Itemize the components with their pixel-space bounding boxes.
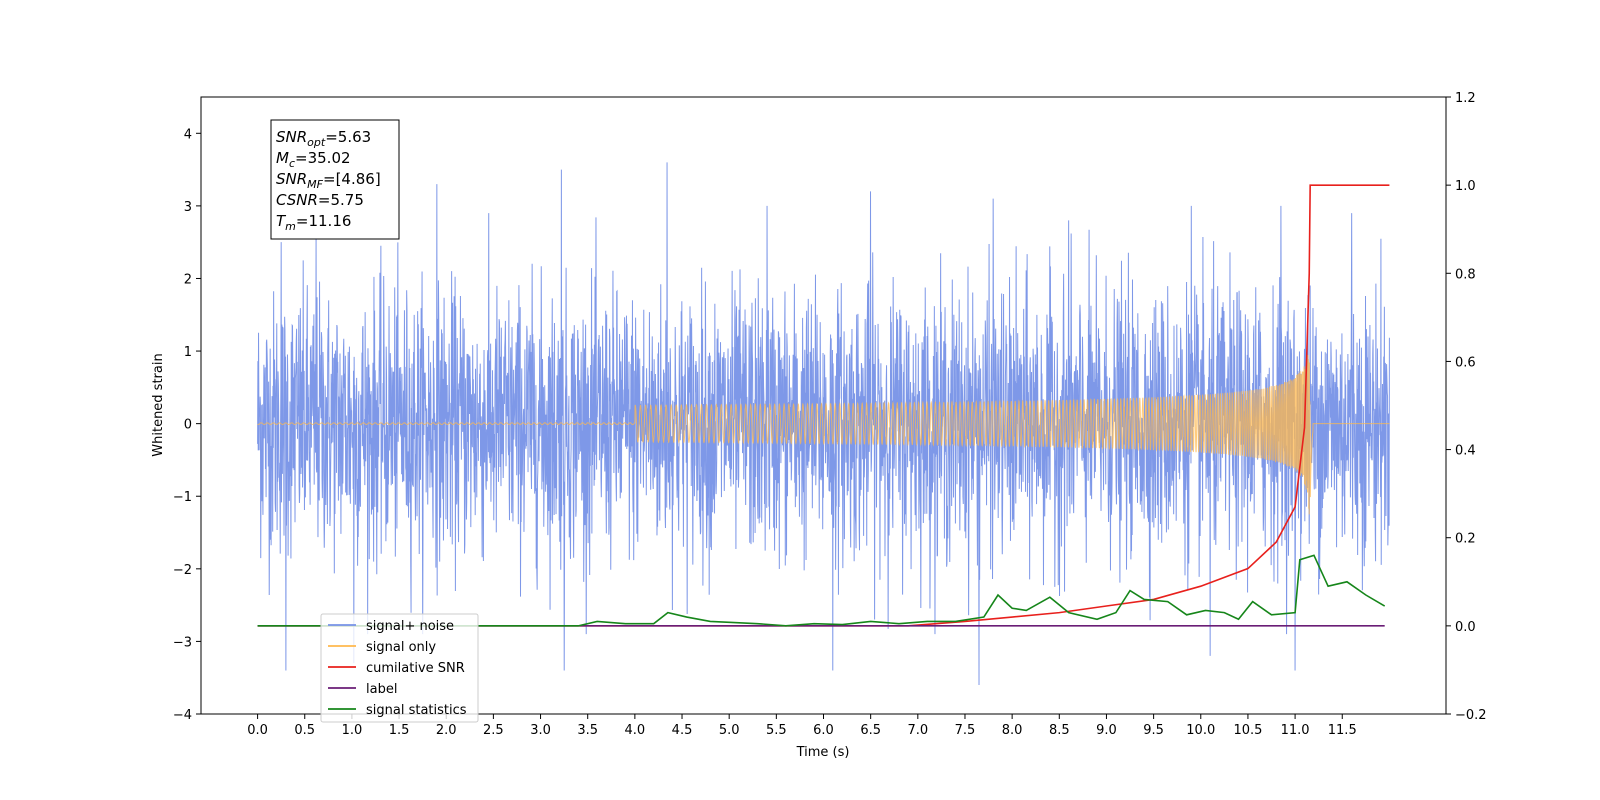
y-tick-label: 4	[184, 127, 192, 142]
y2-tick-label: −0.2	[1455, 708, 1487, 723]
annotation-line: Tm=11.16	[276, 212, 351, 233]
x-tick-label: 4.5	[672, 723, 693, 738]
y-tick-label: 1	[184, 345, 192, 360]
x-tick-label: 11.0	[1281, 723, 1310, 738]
series-signal-noise-line	[257, 162, 1390, 685]
x-tick-label: 4.0	[625, 723, 646, 738]
x-tick-label: 5.0	[719, 723, 740, 738]
metrics-annotation: SNRopt=5.63Mc=35.02SNRMF=[4.86]CSNR=5.75…	[270, 119, 400, 240]
y2-tick-label: 0.8	[1455, 267, 1476, 282]
legend-label: label	[366, 682, 397, 697]
x-tick-label: 1.5	[389, 723, 410, 738]
series-cumulative-snr-line	[257, 184, 1390, 627]
y2-tick-label: 0.0	[1455, 620, 1476, 635]
x-tick-label: 3.0	[530, 723, 551, 738]
x-tick-label: 3.5	[577, 723, 598, 738]
x-tick-label: 0.0	[247, 723, 268, 738]
y2-tick-label: 1.2	[1455, 91, 1476, 106]
x-axis-label: Time (s)	[796, 745, 850, 760]
x-tick-label: 7.5	[955, 723, 976, 738]
x-tick-label: 9.5	[1143, 723, 1164, 738]
x-tick-label: 8.5	[1049, 723, 1070, 738]
y-axis-label: Whitened strain	[151, 353, 166, 456]
x-tick-label: 10.0	[1186, 723, 1215, 738]
y-tick-label: −2	[173, 563, 192, 578]
annotation-frame	[270, 119, 400, 240]
series-signal-statistics-line	[257, 554, 1386, 627]
annotation-line: Mc=35.02	[276, 149, 351, 170]
x-tick-label: 6.5	[860, 723, 881, 738]
x-tick-label: 5.5	[766, 723, 787, 738]
legend-label: signal statistics	[366, 703, 467, 718]
series-signal-only-line	[257, 355, 1390, 515]
x-tick-label: 2.0	[436, 723, 457, 738]
y-tick-label: 3	[184, 200, 192, 215]
legend-label: cumilative SNR	[366, 661, 465, 676]
legend-frame	[320, 613, 479, 723]
y2-tick-label: 1.0	[1455, 179, 1476, 194]
annotation-line: SNRMF=[4.86]	[276, 170, 381, 191]
y2-tick-label: 0.4	[1455, 444, 1476, 459]
annotation-line: SNRopt=5.63	[276, 128, 371, 149]
y-tick-label: −1	[173, 490, 192, 505]
x-tick-label: 2.5	[483, 723, 504, 738]
x-tick-label: 7.0	[907, 723, 928, 738]
y2-tick-label: 0.2	[1455, 532, 1476, 547]
y2-tick-label: 0.6	[1455, 355, 1476, 370]
x-tick-label: 0.5	[294, 723, 315, 738]
legend: signal+ noise signal only cumilative SNR la…	[320, 613, 479, 723]
y-tick-label: 0	[184, 418, 192, 433]
x-tick-label: 11.5	[1328, 723, 1357, 738]
y-tick-label: −3	[173, 635, 192, 650]
x-tick-label: 9.0	[1096, 723, 1117, 738]
y-tick-label: 2	[184, 272, 192, 287]
x-tick-label: 6.0	[813, 723, 834, 738]
legend-label: signal+ noise	[366, 619, 454, 634]
x-tick-label: 10.5	[1233, 723, 1262, 738]
x-tick-label: 8.0	[1002, 723, 1023, 738]
x-tick-label: 1.0	[342, 723, 363, 738]
y-tick-label: −4	[173, 708, 192, 723]
annotation-line: CSNR=5.75	[276, 191, 364, 209]
legend-label: signal only	[366, 640, 436, 655]
axes-layer: 0.0 0.5 1.0 1.5 2.0 2.5 3.0 3.5 4.0 4.5 5.0 5.5 6.0 6…	[173, 91, 1487, 738]
